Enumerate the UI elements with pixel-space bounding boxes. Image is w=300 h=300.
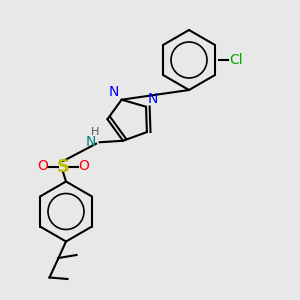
- Text: S: S: [56, 158, 70, 175]
- Text: Cl: Cl: [229, 53, 242, 67]
- Text: H: H: [91, 127, 100, 137]
- Text: N: N: [86, 135, 96, 149]
- Text: N: N: [109, 85, 119, 99]
- Text: O: O: [37, 160, 48, 173]
- Text: N: N: [148, 92, 158, 106]
- Text: O: O: [78, 160, 89, 173]
